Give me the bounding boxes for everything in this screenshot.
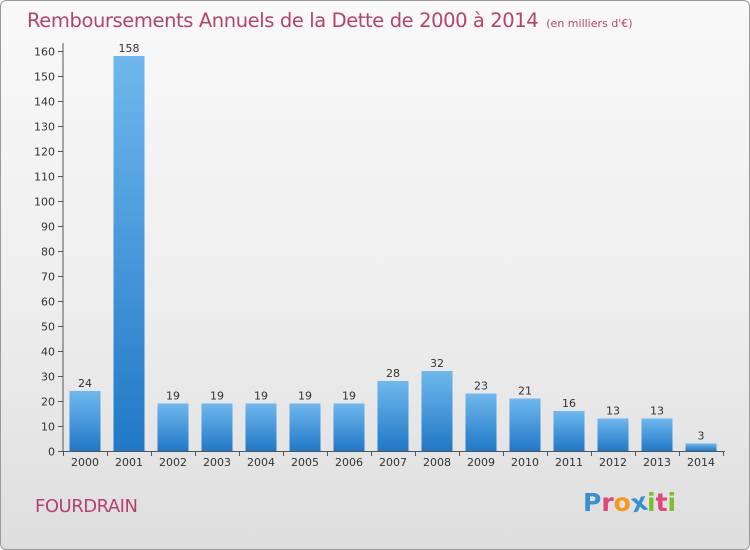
bar [245, 403, 277, 451]
proxiti-logo: Proxiti [583, 487, 677, 519]
y-tick-label: 0 [48, 446, 55, 459]
data-label: 21 [518, 385, 532, 398]
y-tick-label: 20 [41, 396, 55, 409]
chart-title-text: Remboursements Annuels de la Dette de 20… [27, 9, 539, 32]
data-label: 23 [474, 380, 488, 393]
y-tick-label: 140 [34, 96, 55, 109]
bar [333, 403, 365, 451]
data-label: 24 [78, 377, 92, 390]
chart-unit: (en milliers d'€) [546, 17, 633, 30]
data-label: 32 [430, 357, 444, 370]
x-tick-label: 2011 [555, 456, 583, 469]
y-tick-label: 100 [34, 196, 55, 209]
bar [685, 443, 717, 451]
y-tick-label: 80 [41, 246, 55, 259]
y-tick-label: 50 [41, 321, 55, 334]
x-tick-label: 2006 [335, 456, 363, 469]
logo-letter: o [613, 488, 631, 517]
bar [201, 403, 233, 451]
x-tick-label: 2001 [115, 456, 143, 469]
y-tick-label: 40 [41, 346, 55, 359]
data-label: 19 [210, 390, 224, 403]
x-tick-label: 2008 [423, 456, 451, 469]
data-label: 3 [698, 430, 705, 443]
y-tick-label: 150 [34, 71, 55, 84]
bar [113, 56, 145, 451]
logo-letter: t [655, 488, 668, 517]
data-label: 28 [386, 367, 400, 380]
commune-name: FOURDRAIN [35, 496, 138, 517]
data-label: 19 [342, 390, 356, 403]
x-tick-label: 2002 [159, 456, 187, 469]
x-tick-label: 2010 [511, 456, 539, 469]
bar [421, 371, 453, 451]
chart-title: Remboursements Annuels de la Dette de 20… [27, 9, 633, 32]
x-tick-label: 2012 [599, 456, 627, 469]
x-tick-label: 2009 [467, 456, 495, 469]
logo-letter: r [601, 488, 614, 517]
bar [377, 381, 409, 451]
y-tick-label: 70 [41, 271, 55, 284]
bar [553, 411, 585, 451]
bar [69, 391, 101, 451]
x-tick-label: 2004 [247, 456, 275, 469]
logo-letter: P [583, 488, 602, 517]
bar [289, 403, 321, 451]
y-tick-label: 120 [34, 146, 55, 159]
bar [157, 403, 189, 451]
x-tick-label: 2000 [71, 456, 99, 469]
bar [641, 418, 673, 451]
y-tick-label: 110 [34, 171, 55, 184]
x-tick-label: 2014 [687, 456, 715, 469]
y-tick-label: 60 [41, 296, 55, 309]
bar [465, 393, 497, 451]
y-tick-label: 30 [41, 371, 55, 384]
x-tick-label: 2007 [379, 456, 407, 469]
y-tick-label: 160 [34, 46, 55, 59]
data-label: 19 [166, 390, 180, 403]
x-tick-label: 2003 [203, 456, 231, 469]
x-tick-label: 2005 [291, 456, 319, 469]
bar [597, 418, 629, 451]
data-label: 19 [298, 390, 312, 403]
logo-letter: i [667, 488, 677, 517]
data-label: 13 [650, 405, 664, 418]
y-tick-label: 90 [41, 221, 55, 234]
data-label: 13 [606, 405, 620, 418]
y-tick-label: 130 [34, 121, 55, 134]
logo-letter: i [647, 488, 656, 517]
bar [509, 398, 541, 451]
data-label: 158 [119, 42, 140, 55]
data-label: 16 [562, 397, 576, 410]
x-tick-label: 2013 [643, 456, 671, 469]
y-tick-label: 10 [41, 421, 55, 434]
data-label: 19 [254, 390, 268, 403]
